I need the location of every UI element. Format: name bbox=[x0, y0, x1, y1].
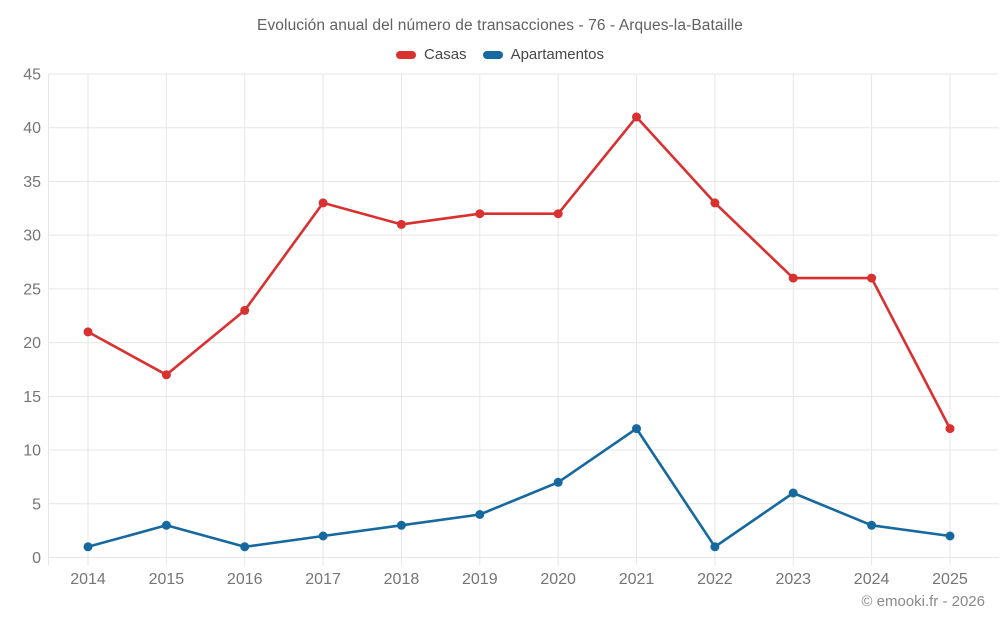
legend-item-casas[interactable]: Casas bbox=[396, 46, 467, 63]
y-axis-tick-label: 20 bbox=[23, 335, 41, 352]
legend-label: Apartamentos bbox=[510, 46, 604, 63]
data-point-apartamentos-2021[interactable] bbox=[632, 424, 641, 434]
data-point-apartamentos-2024[interactable] bbox=[867, 520, 877, 530]
data-point-apartamentos-2015[interactable] bbox=[161, 520, 171, 530]
x-axis-tick-label: 2015 bbox=[149, 571, 185, 588]
data-point-apartamentos-2014[interactable] bbox=[83, 542, 93, 552]
y-axis-tick-label: 25 bbox=[23, 281, 41, 298]
y-axis-tick-label: 45 bbox=[23, 67, 41, 84]
data-point-apartamentos-2023[interactable] bbox=[788, 488, 798, 498]
data-point-apartamentos-2017[interactable] bbox=[318, 531, 328, 541]
x-axis-tick-label: 2022 bbox=[697, 571, 733, 588]
y-axis-tick-label: 10 bbox=[23, 443, 41, 460]
x-axis-tick-label: 2014 bbox=[70, 571, 106, 588]
data-point-apartamentos-2018[interactable] bbox=[396, 520, 406, 530]
legend-swatch-casas bbox=[396, 50, 417, 59]
y-axis-tick-label: 30 bbox=[23, 228, 41, 245]
data-point-casas-2019[interactable] bbox=[475, 209, 485, 219]
y-axis-tick-label: 40 bbox=[23, 120, 41, 137]
x-axis-tick-label: 2016 bbox=[227, 571, 263, 588]
legend-item-apartamentos[interactable]: Apartamentos bbox=[482, 46, 604, 63]
legend-swatch-apartamentos bbox=[482, 50, 503, 59]
data-point-casas-2023[interactable] bbox=[788, 273, 798, 283]
legend-label: Casas bbox=[424, 46, 467, 63]
data-point-casas-2016[interactable] bbox=[240, 305, 250, 315]
data-point-casas-2015[interactable] bbox=[161, 370, 171, 380]
x-axis-tick-label: 2019 bbox=[462, 571, 498, 588]
data-point-apartamentos-2020[interactable] bbox=[553, 477, 563, 487]
chart-legend: Casas Apartamentos bbox=[0, 46, 1000, 63]
x-axis-tick-label: 2023 bbox=[775, 571, 811, 588]
data-point-casas-2022[interactable] bbox=[710, 198, 720, 208]
y-axis-tick-label: 0 bbox=[32, 550, 41, 567]
y-axis-tick-label: 5 bbox=[32, 496, 41, 513]
data-point-casas-2014[interactable] bbox=[83, 327, 93, 337]
data-point-casas-2020[interactable] bbox=[553, 209, 563, 219]
data-point-casas-2017[interactable] bbox=[318, 198, 328, 208]
y-axis-tick-label: 15 bbox=[23, 389, 41, 406]
chart-title: Evolución anual del número de transaccio… bbox=[257, 17, 743, 34]
series-line-apartamentos bbox=[86, 427, 952, 549]
x-axis-tick-label: 2025 bbox=[932, 571, 968, 588]
x-axis-tick-label: 2021 bbox=[619, 571, 655, 588]
x-axis-tick-label: 2024 bbox=[854, 571, 890, 588]
data-point-apartamentos-2022[interactable] bbox=[710, 542, 720, 552]
x-axis-tick-label: 2017 bbox=[305, 571, 341, 588]
data-point-casas-2018[interactable] bbox=[396, 219, 406, 229]
data-point-apartamentos-2016[interactable] bbox=[240, 542, 250, 552]
y-axis-tick-label: 35 bbox=[23, 174, 41, 191]
data-point-apartamentos-2025[interactable] bbox=[945, 531, 955, 541]
series-line-casas bbox=[86, 115, 952, 430]
x-axis-tick-label: 2020 bbox=[540, 571, 576, 588]
data-point-casas-2025[interactable] bbox=[945, 424, 955, 434]
x-axis-tick-label: 2018 bbox=[384, 571, 420, 588]
data-point-casas-2021[interactable] bbox=[632, 112, 641, 122]
data-point-casas-2024[interactable] bbox=[867, 273, 877, 283]
copyright-text: © emooki.fr - 2026 bbox=[861, 593, 985, 610]
data-point-apartamentos-2019[interactable] bbox=[475, 510, 485, 519]
